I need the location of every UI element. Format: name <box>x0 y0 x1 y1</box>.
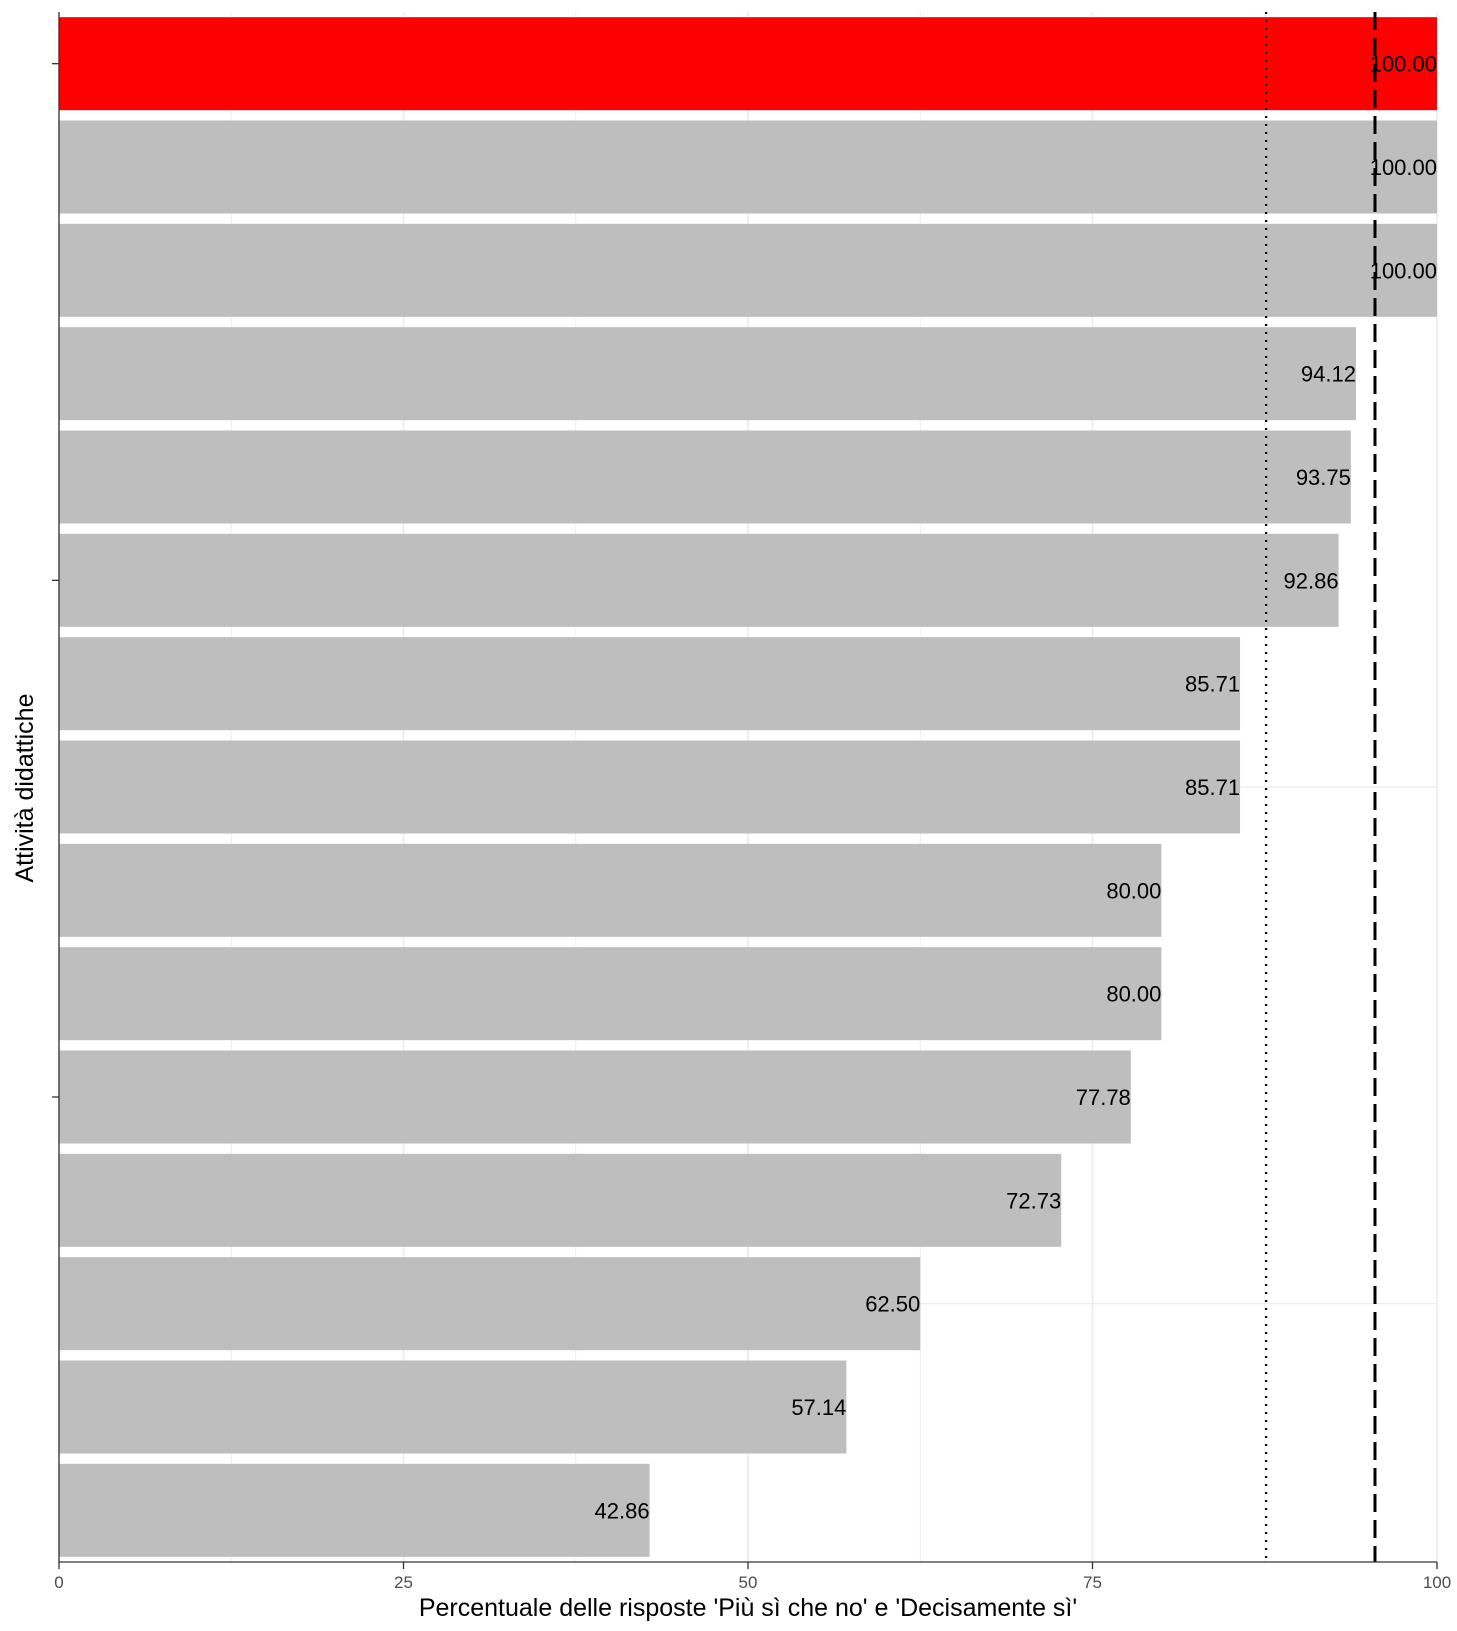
bar-value-labels: 100.00 100.00 100.00 94.12 93.75 92.86 85.71 85… <box>595 52 1437 1524</box>
bar-value-label: 77.78 <box>1076 1085 1131 1110</box>
x-tick-label: 100 <box>1423 1573 1451 1592</box>
bar <box>59 1257 921 1351</box>
highlighted-bar <box>59 17 1437 111</box>
bar-value-label: 100.00 <box>1370 155 1437 180</box>
bar <box>59 637 1241 731</box>
bar-value-label: 85.71 <box>1185 775 1240 800</box>
bar <box>59 223 1437 317</box>
bar <box>59 533 1339 627</box>
bar <box>59 1050 1131 1144</box>
bar <box>59 1153 1062 1247</box>
bar-value-label: 72.73 <box>1006 1188 1061 1213</box>
bar <box>59 843 1162 937</box>
bar-value-label: 85.71 <box>1185 672 1240 697</box>
bar-value-label: 92.86 <box>1284 568 1339 593</box>
reference-lines <box>1265 12 1377 1562</box>
x-tick-label: 50 <box>739 1573 758 1592</box>
bar <box>59 120 1437 214</box>
bar <box>59 740 1241 834</box>
x-tick-label: 0 <box>54 1573 63 1592</box>
axes: 0 25 50 75 100 <box>52 12 1451 1592</box>
bar-value-label: 57.14 <box>791 1395 846 1420</box>
x-tick-label: 75 <box>1083 1573 1102 1592</box>
bar-value-label: 100.00 <box>1370 258 1437 283</box>
bar-value-label: 94.12 <box>1301 362 1356 387</box>
bar-value-label: 100.00 <box>1370 52 1437 77</box>
bar-value-label: 62.50 <box>865 1292 920 1317</box>
bar <box>59 1360 847 1454</box>
x-tick-label: 25 <box>394 1573 413 1592</box>
bar <box>59 327 1356 421</box>
bar-value-label: 80.00 <box>1106 878 1161 903</box>
bar-value-label: 93.75 <box>1296 465 1351 490</box>
y-axis-title: Attività didattiche <box>11 694 39 883</box>
bars <box>59 17 1437 1557</box>
bar-value-label: 80.00 <box>1106 982 1161 1007</box>
bar <box>59 947 1162 1041</box>
bar <box>59 1463 650 1557</box>
bar-value-label: 42.86 <box>595 1498 650 1523</box>
bar <box>59 430 1351 524</box>
x-axis-title: Percentuale delle risposte 'Più sì che n… <box>419 1594 1077 1622</box>
